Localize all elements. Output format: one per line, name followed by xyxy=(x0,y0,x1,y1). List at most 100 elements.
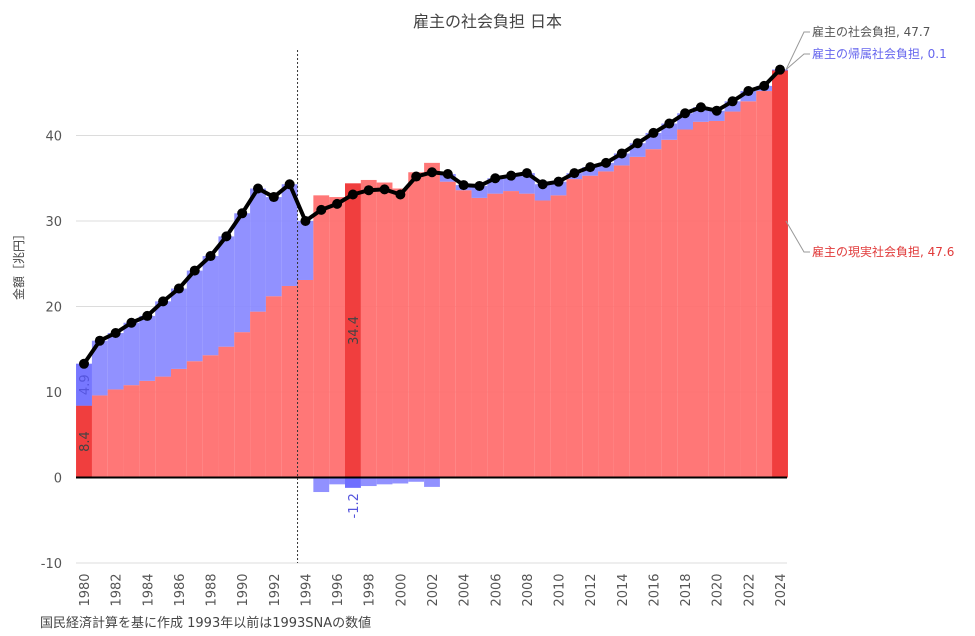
highlight-imputed-bar xyxy=(345,477,361,488)
x-tick-label: 2004 xyxy=(458,573,473,606)
actual-bar xyxy=(724,111,741,478)
imputed-bar xyxy=(281,184,298,286)
total-point xyxy=(569,168,580,179)
y-tick-label: 40 xyxy=(45,130,62,145)
x-tick-label: 1992 xyxy=(268,573,283,606)
x-tick-label: 1986 xyxy=(173,573,188,606)
legend-label: 雇主の社会負担, 47.7 xyxy=(812,24,930,39)
total-point xyxy=(727,96,738,107)
x-tick-label: 2016 xyxy=(647,573,662,606)
total-point xyxy=(537,179,548,190)
actual-bar xyxy=(550,195,567,478)
total-point xyxy=(300,216,311,226)
x-tick-label: 1980 xyxy=(78,573,93,606)
total-point xyxy=(648,127,659,138)
imputed-bar xyxy=(123,322,140,386)
total-point xyxy=(411,171,422,182)
imputed-value-label: 4.9 xyxy=(78,374,93,395)
chart-title: 雇主の社会負担 日本 xyxy=(412,12,563,31)
total-point xyxy=(237,208,248,219)
imputed-bar xyxy=(708,110,725,121)
imputed-bar xyxy=(392,477,409,484)
highlight-actual-bar xyxy=(76,405,92,478)
total-point xyxy=(585,162,596,173)
imputed-bar xyxy=(186,270,203,362)
total-point xyxy=(205,251,216,262)
actual-bar xyxy=(439,181,456,478)
source-note: 国民経済計算を基に作成 1993年以前は1993SNAの数値 xyxy=(40,616,372,631)
actual-bar xyxy=(471,197,488,478)
total-point xyxy=(347,189,358,200)
x-tick-label: 2012 xyxy=(584,573,599,606)
total-point xyxy=(521,168,532,179)
actual-value-label: 34.4 xyxy=(347,316,362,345)
imputed-bar xyxy=(471,185,488,198)
x-tick-label: 2010 xyxy=(553,573,568,606)
actual-bar xyxy=(503,191,519,478)
actual-bar xyxy=(91,395,108,478)
total-point xyxy=(616,148,627,159)
x-tick-label: 2020 xyxy=(711,573,726,606)
x-tick-label: 2024 xyxy=(774,573,789,606)
actual-bar xyxy=(392,188,409,478)
imputed-bar xyxy=(424,477,440,487)
x-tick-label: 1990 xyxy=(236,573,251,606)
total-point xyxy=(142,310,153,321)
total-point xyxy=(506,170,517,181)
actual-bar xyxy=(740,101,757,478)
actual-bar xyxy=(171,368,187,478)
total-point xyxy=(379,184,390,195)
total-point xyxy=(601,157,611,168)
actual-bar xyxy=(329,197,345,478)
imputed-bar xyxy=(265,197,282,297)
legend-label: 雇主の現実社会負担, 47.6 xyxy=(812,244,954,259)
y-tick-label: 10 xyxy=(45,386,62,401)
total-point xyxy=(284,179,295,190)
actual-bar xyxy=(408,172,425,478)
actual-bar xyxy=(534,200,551,478)
actual-bar xyxy=(297,279,314,478)
total-point xyxy=(490,173,501,184)
x-tick-label: 2006 xyxy=(489,573,504,606)
actual-bar xyxy=(107,389,124,478)
imputed-bar xyxy=(139,315,156,381)
x-tick-label: 2008 xyxy=(521,573,536,606)
total-point xyxy=(316,204,327,215)
total-point xyxy=(759,80,770,91)
imputed-bar xyxy=(740,91,757,102)
imputed-bar xyxy=(408,477,425,482)
x-tick-label: 1982 xyxy=(110,573,125,606)
actual-bar xyxy=(155,376,171,478)
x-tick-label: 1994 xyxy=(299,573,314,606)
imputed-bar xyxy=(218,236,235,347)
x-tick-label: 2022 xyxy=(742,573,757,606)
imputed-bar xyxy=(724,101,741,112)
total-point xyxy=(664,118,675,129)
imputed-bar xyxy=(313,477,330,493)
x-tick-label: 1984 xyxy=(141,573,156,606)
total-point xyxy=(743,86,754,97)
total-point xyxy=(221,231,232,242)
x-tick-label: 2002 xyxy=(426,573,441,606)
actual-bar xyxy=(598,171,614,478)
total-point xyxy=(110,328,121,339)
x-tick-label: 2018 xyxy=(679,573,694,606)
imputed-bar xyxy=(503,175,519,192)
actual-bar xyxy=(693,121,709,478)
total-point xyxy=(79,358,89,369)
total-point xyxy=(158,296,169,307)
legend-leader-line xyxy=(785,31,810,70)
total-point xyxy=(775,64,785,75)
total-point xyxy=(442,168,453,179)
actual-bar xyxy=(677,129,693,478)
actual-bar xyxy=(645,149,662,478)
y-tick-label: 30 xyxy=(45,215,62,230)
total-point xyxy=(189,265,200,276)
total-point xyxy=(363,185,374,196)
actual-bar xyxy=(708,120,725,478)
imputed-bar xyxy=(91,340,108,396)
imputed-bar xyxy=(250,188,266,312)
total-point xyxy=(695,102,706,113)
y-tick-label: -10 xyxy=(41,557,62,572)
legend-label: 雇主の帰属社会負担, 0.1 xyxy=(812,46,947,61)
